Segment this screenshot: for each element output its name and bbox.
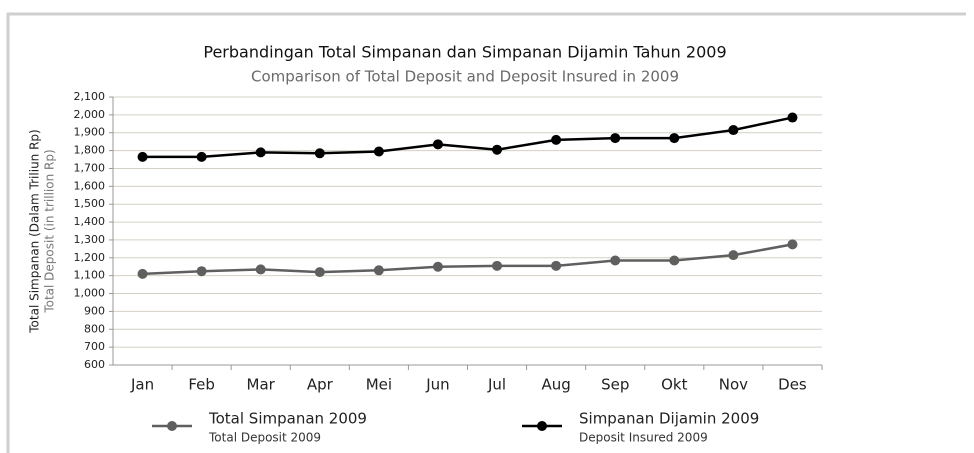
series-line [142, 243, 793, 276]
point [610, 255, 621, 266]
x-tick-label: Apr [307, 376, 334, 394]
point [551, 260, 562, 271]
frame [6, 12, 966, 453]
y-axis-label-en: Total Deposit (in trillion Rp) [43, 149, 57, 313]
x-tick-label: Mar [247, 376, 276, 394]
x-tick-label: Jan [130, 376, 154, 394]
x-tick-label: Feb [188, 376, 215, 394]
point [492, 260, 503, 271]
x-tick-label: Okt [661, 376, 687, 394]
point [492, 144, 503, 155]
point [787, 239, 798, 250]
x-tick-label: Sep [601, 376, 629, 394]
point [787, 112, 798, 123]
point [432, 139, 443, 150]
point [432, 261, 443, 272]
point [610, 133, 621, 144]
legend-marker [537, 421, 547, 431]
y-tick-label: 1,100 [74, 269, 106, 282]
x-tick-label: Aug [541, 376, 570, 394]
point [373, 265, 384, 276]
y-tick-label: 2,000 [74, 108, 106, 121]
chart-title: Perbandingan Total Simpanan dan Simpanan… [203, 43, 726, 62]
point [255, 147, 266, 158]
y-tick-label: 700 [84, 340, 105, 353]
point [196, 151, 207, 162]
point [255, 264, 266, 275]
series-line [142, 116, 793, 159]
point [373, 146, 384, 157]
point [314, 267, 325, 278]
point [728, 125, 739, 136]
point [669, 133, 680, 144]
y-tick-label: 1,700 [74, 161, 106, 174]
y-tick-label: 1,200 [74, 251, 106, 264]
point [728, 250, 739, 261]
y-tick-label: 1,400 [74, 215, 106, 228]
y-tick-label: 900 [84, 304, 105, 317]
legend-label: Simpanan Dijamin 2009 [579, 410, 759, 428]
point [669, 255, 680, 266]
x-tick-label: Nov [719, 376, 748, 394]
y-axis-label: Total Simpanan (Dalam Triliun Rp) [28, 129, 42, 333]
x-tick-label: Jul [487, 376, 506, 394]
legend-marker [167, 421, 177, 431]
y-tick-label: 1,600 [74, 179, 106, 192]
point [137, 268, 148, 279]
y-tick-label: 2,100 [74, 90, 106, 103]
point [314, 148, 325, 159]
chart-subtitle: Comparison of Total Deposit and Deposit … [251, 68, 679, 86]
point [137, 151, 148, 162]
y-tick-label: 1,800 [74, 144, 106, 157]
y-tick-label: 1,900 [74, 126, 106, 139]
legend-label-en: Deposit Insured 2009 [579, 431, 708, 445]
y-tick-label: 1,300 [74, 233, 106, 246]
legend-label-en: Total Deposit 2009 [208, 431, 321, 445]
y-tick-label: 800 [84, 322, 105, 335]
point [196, 266, 207, 277]
x-tick-label: Mei [366, 376, 392, 394]
y-tick-label: 1,500 [74, 197, 106, 210]
point [551, 134, 562, 145]
y-tick-label: 600 [84, 358, 105, 371]
x-tick-label: Des [778, 376, 807, 394]
legend-label: Total Simpanan 2009 [208, 410, 367, 428]
y-tick-label: 1,000 [74, 287, 106, 300]
x-tick-label: Jun [425, 376, 449, 394]
